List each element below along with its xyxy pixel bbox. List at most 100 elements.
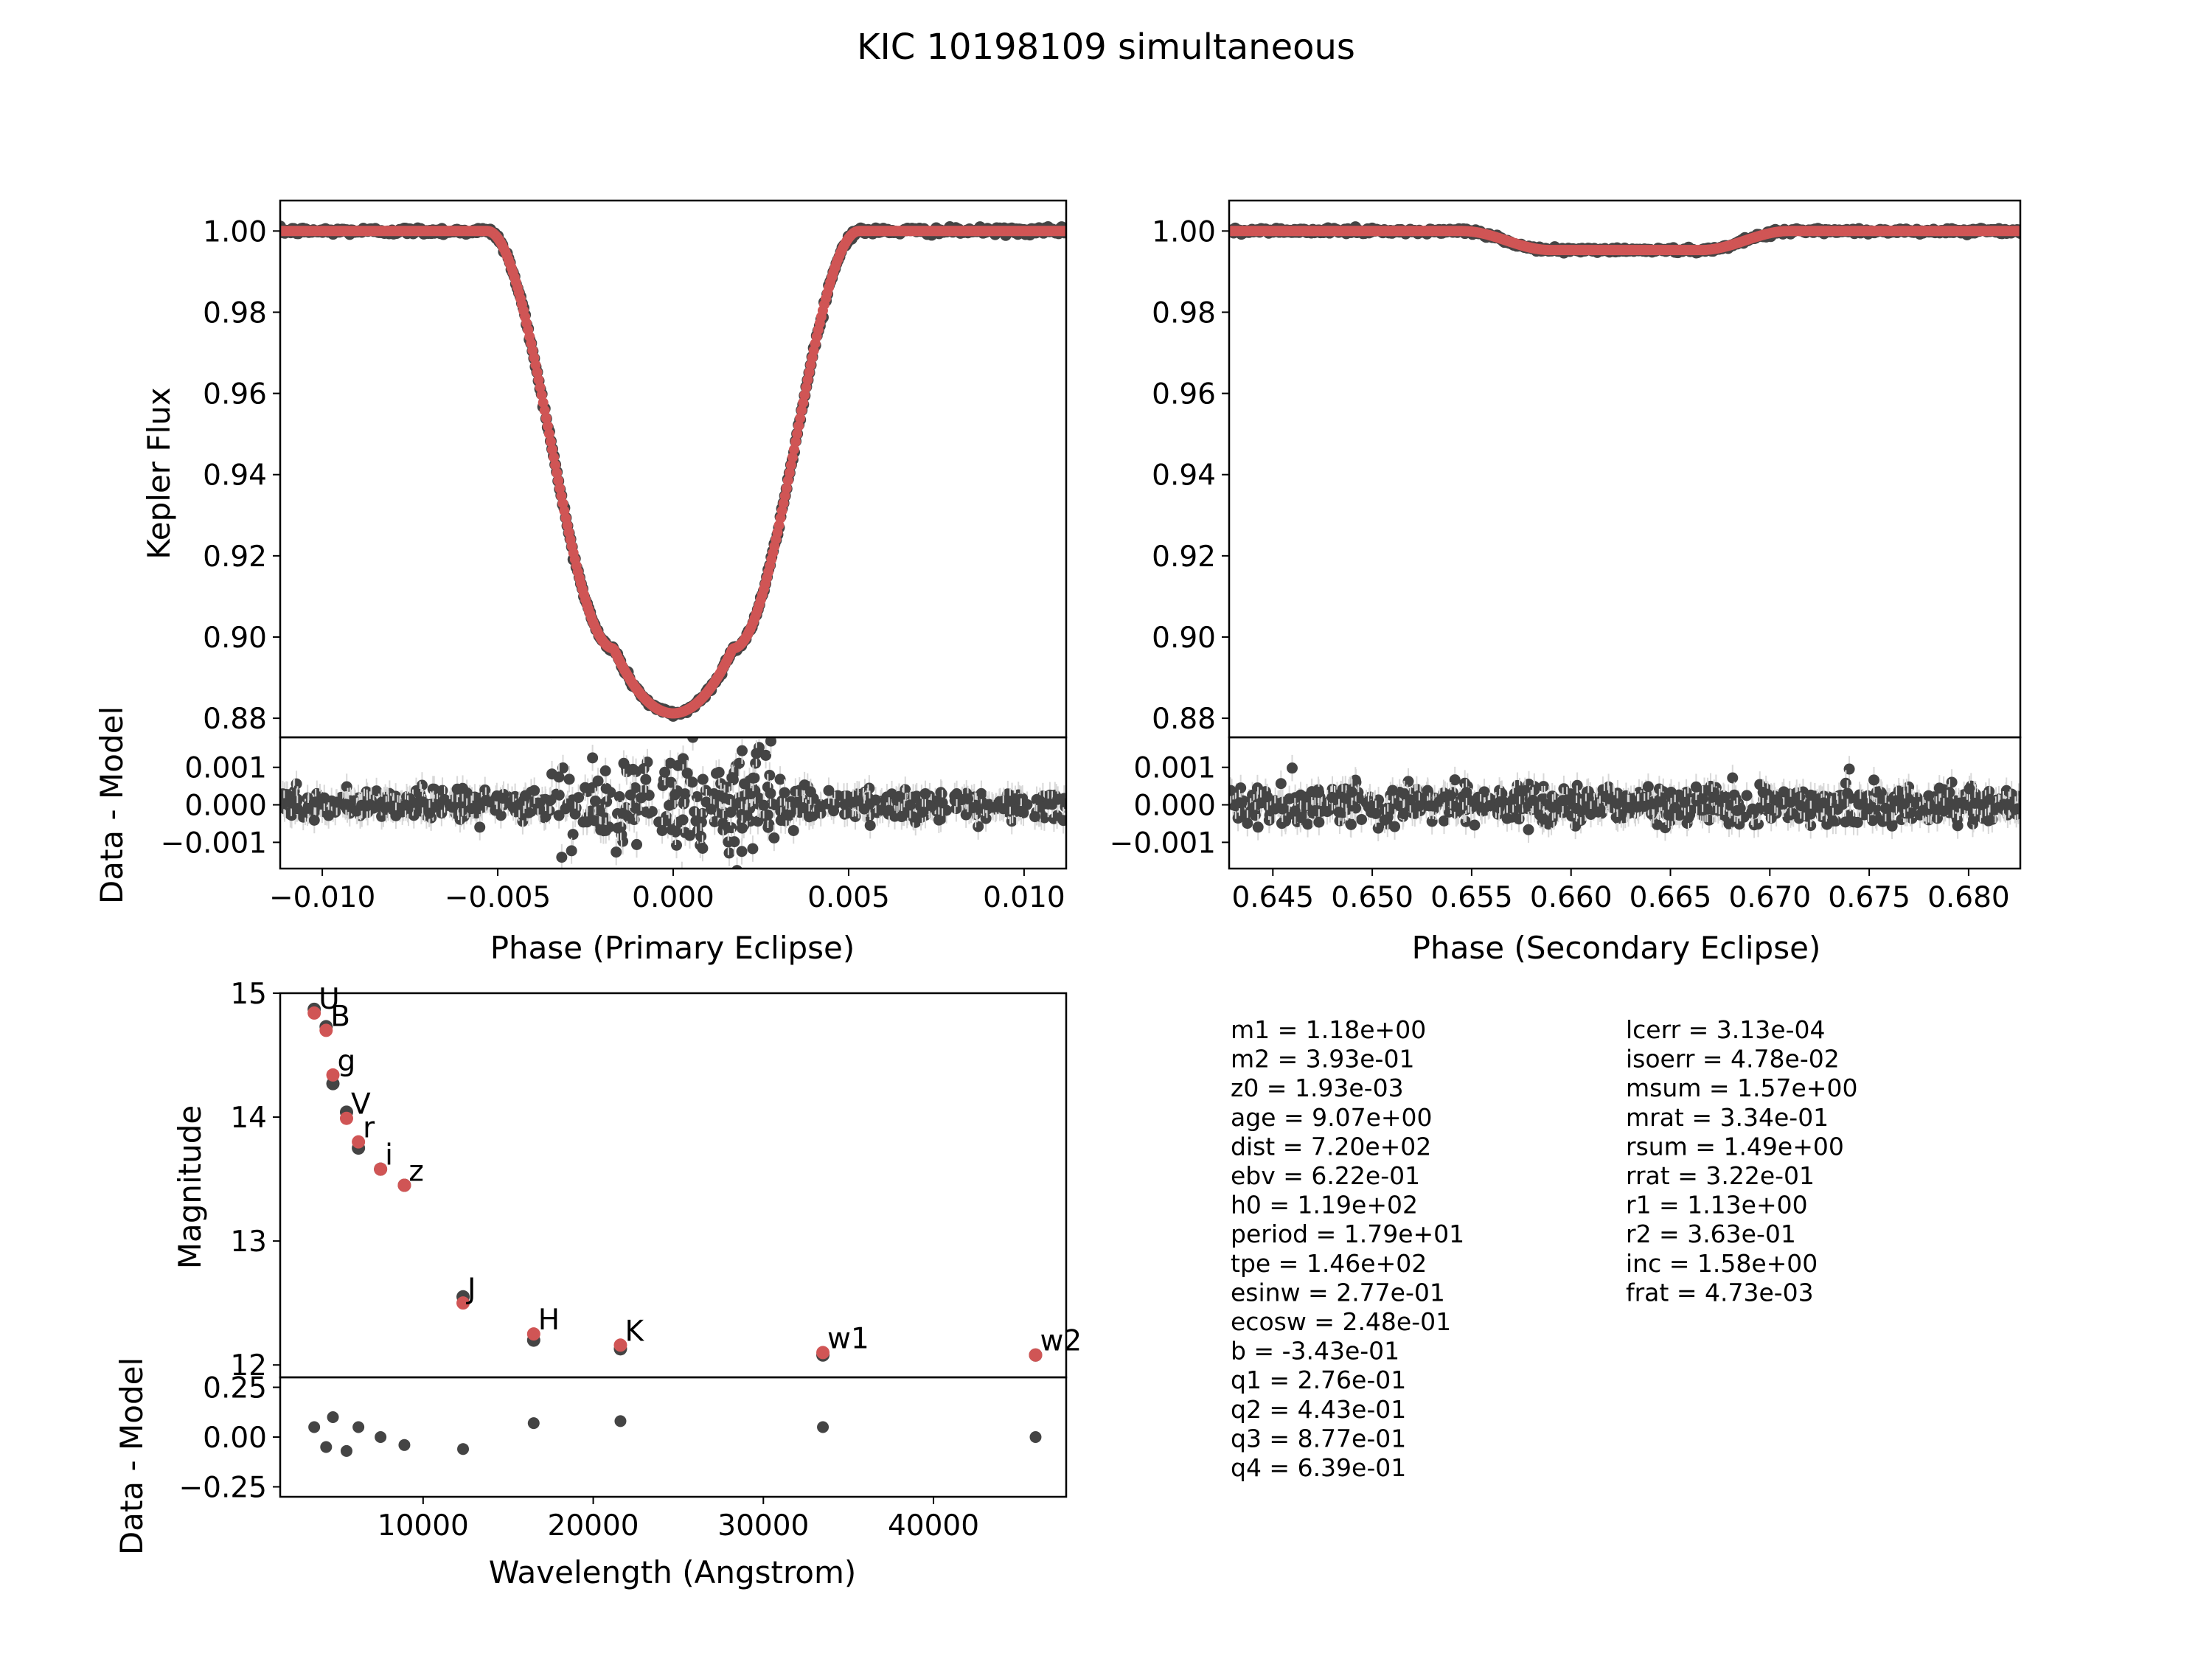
- residual-point: [1905, 807, 1916, 819]
- residual-point: [566, 845, 577, 857]
- residual-point: [760, 749, 772, 761]
- residual-point: [1879, 802, 1891, 814]
- residual-point: [691, 791, 703, 803]
- primary-resid-ylabel: Data - Model: [94, 706, 130, 904]
- residual-point: [1402, 776, 1414, 787]
- model-point: [552, 467, 563, 479]
- residual-point: [787, 824, 799, 836]
- residual-point: [1004, 796, 1016, 807]
- residual-point: [1286, 762, 1298, 774]
- model-point: [796, 405, 807, 416]
- residual-point: [1868, 774, 1879, 786]
- residual-point: [1952, 820, 1964, 832]
- model-point: [539, 405, 550, 416]
- residual-point: [544, 795, 556, 807]
- secondary-ytick-label: 0.96: [1152, 378, 1216, 411]
- model-point: [2015, 226, 2020, 237]
- model-point: [784, 467, 795, 479]
- model-point: [549, 452, 560, 463]
- residual-point: [1851, 816, 1863, 828]
- residual-point: [768, 832, 780, 844]
- primary-residuals-plot: 0.001 0.000 −0.001−0.010 −0.005 0.000 0.005 0.…: [161, 736, 1068, 914]
- secondary-ytick-label: 0.92: [1152, 540, 1216, 574]
- model-point: [542, 420, 553, 431]
- residual-point: [739, 778, 751, 790]
- residual-point: [1469, 819, 1481, 831]
- residual-point: [874, 804, 886, 816]
- primary-resid-points: [280, 737, 1066, 869]
- residual-point: [465, 803, 477, 815]
- primary-ylabel: Kepler Flux: [141, 387, 177, 559]
- residual-point: [599, 765, 611, 776]
- model-point: [798, 397, 809, 408]
- residual-point: [960, 809, 972, 821]
- residual-point: [1827, 815, 1839, 827]
- residual-point: [669, 789, 681, 801]
- residual-point: [640, 806, 652, 818]
- residual-point: [640, 773, 652, 785]
- primary-ytick-label: 0.92: [203, 540, 267, 574]
- residual-point: [451, 783, 463, 795]
- residual-point: [723, 821, 734, 833]
- residual-point: [1611, 812, 1623, 824]
- residual-point: [745, 788, 757, 800]
- residual-point: [371, 785, 383, 797]
- residual-point: [838, 790, 850, 802]
- residual-point: [1753, 818, 1764, 830]
- residual-point: [567, 829, 579, 841]
- primary-resid-ytick-label: 0.000: [184, 790, 267, 823]
- residual-point: [560, 803, 571, 815]
- residual-point: [1043, 798, 1054, 810]
- residual-point: [557, 762, 569, 774]
- residual-point: [1570, 820, 1582, 832]
- primary-xtick-label: 0.000: [632, 881, 714, 914]
- residual-point: [1867, 815, 1879, 827]
- model-point: [787, 452, 798, 463]
- residual-point: [1290, 792, 1301, 804]
- residual-point: [1057, 815, 1066, 827]
- secondary-ytick-label: 0.90: [1152, 622, 1216, 655]
- residual-point: [1683, 812, 1694, 824]
- residual-point: [1840, 777, 1851, 789]
- residual-point: [665, 776, 677, 788]
- model-point: [790, 437, 801, 448]
- residual-point: [1514, 785, 1526, 797]
- residual-point: [1015, 806, 1027, 818]
- residual-point: [1439, 815, 1450, 827]
- residual-point: [600, 782, 612, 794]
- residual-point: [590, 795, 602, 807]
- residual-point: [341, 781, 352, 793]
- residual-point: [686, 776, 698, 788]
- model-point: [781, 483, 792, 494]
- residual-point: [1029, 811, 1041, 823]
- residual-point: [975, 787, 987, 799]
- residual-point: [519, 790, 531, 801]
- primary-ytick-label: 0.96: [203, 378, 267, 411]
- residual-point: [1478, 786, 1490, 798]
- residual-point: [678, 798, 689, 810]
- residual-point: [1842, 787, 1854, 799]
- primary-resid-ytick-label: −0.001: [161, 827, 267, 860]
- primary-points: [280, 220, 1066, 722]
- residual-point: [630, 802, 641, 814]
- residual-point: [618, 757, 630, 769]
- residual-point: [1232, 813, 1244, 824]
- residual-point: [762, 809, 773, 821]
- residual-point: [747, 843, 759, 855]
- residual-point: [705, 803, 717, 815]
- residual-point: [580, 782, 591, 793]
- residual-point: [1840, 816, 1851, 828]
- residual-point: [1537, 781, 1549, 793]
- primary-xtick-label: 0.010: [983, 881, 1065, 914]
- primary-xlabel: Phase (Primary Eclipse): [490, 930, 855, 966]
- residual-point: [1356, 813, 1368, 825]
- residual-point: [697, 842, 709, 854]
- primary-ytick-label: 1.00: [203, 215, 267, 248]
- residual-point: [671, 839, 683, 851]
- residual-point: [573, 792, 585, 804]
- residual-point: [803, 811, 815, 823]
- residual-point: [750, 757, 762, 769]
- model-point: [550, 459, 561, 470]
